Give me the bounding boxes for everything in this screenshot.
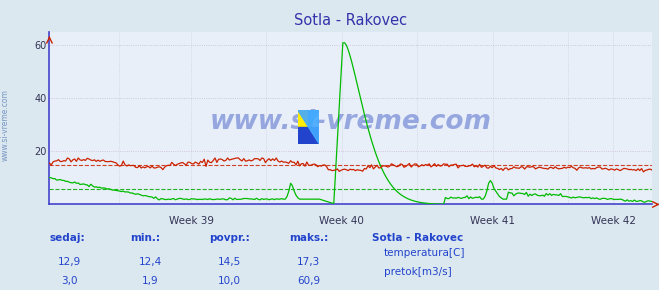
Text: temperatura[C]: temperatura[C] <box>384 248 465 258</box>
Polygon shape <box>308 110 319 127</box>
Text: www.si-vreme.com: www.si-vreme.com <box>1 89 10 161</box>
Text: Week 41: Week 41 <box>470 216 515 226</box>
Text: Week 42: Week 42 <box>590 216 636 226</box>
Text: 10,0: 10,0 <box>218 276 241 286</box>
Text: Week 39: Week 39 <box>169 216 214 226</box>
Polygon shape <box>298 110 319 144</box>
Text: pretok[m3/s]: pretok[m3/s] <box>384 267 451 277</box>
Bar <box>298 127 319 144</box>
Text: 1,9: 1,9 <box>142 276 159 286</box>
Text: 17,3: 17,3 <box>297 257 320 267</box>
Text: 60,9: 60,9 <box>297 276 320 286</box>
Text: Week 40: Week 40 <box>320 216 364 226</box>
Text: 3,0: 3,0 <box>61 276 78 286</box>
Title: Sotla - Rakovec: Sotla - Rakovec <box>295 13 407 28</box>
Text: sedaj:: sedaj: <box>49 233 85 243</box>
Text: povpr.:: povpr.: <box>210 233 250 243</box>
Polygon shape <box>298 110 308 127</box>
Text: www.si-vreme.com: www.si-vreme.com <box>210 109 492 135</box>
Text: min.:: min.: <box>130 233 161 243</box>
Text: maks.:: maks.: <box>289 233 328 243</box>
Text: Sotla - Rakovec: Sotla - Rakovec <box>372 233 463 243</box>
Text: 12,9: 12,9 <box>57 257 81 267</box>
Text: 12,4: 12,4 <box>138 257 162 267</box>
Text: 14,5: 14,5 <box>217 257 241 267</box>
